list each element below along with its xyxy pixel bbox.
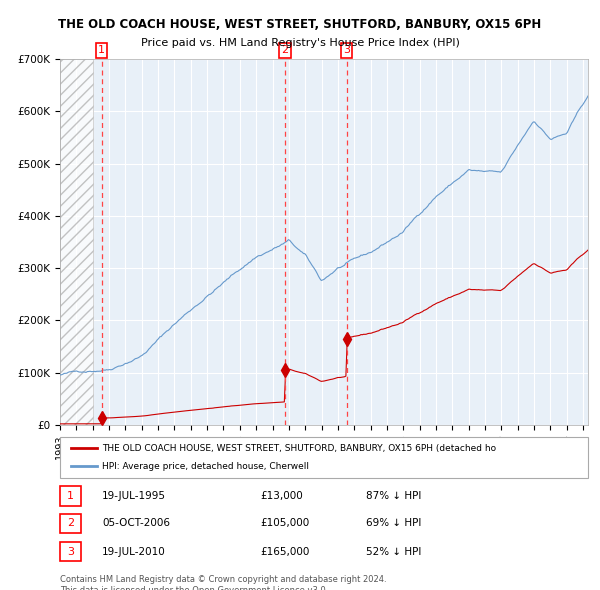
Text: £105,000: £105,000 bbox=[260, 519, 310, 529]
Text: THE OLD COACH HOUSE, WEST STREET, SHUTFORD, BANBURY, OX15 6PH (detached ho: THE OLD COACH HOUSE, WEST STREET, SHUTFO… bbox=[102, 444, 496, 453]
Text: 19-JUL-1995: 19-JUL-1995 bbox=[102, 491, 166, 501]
FancyBboxPatch shape bbox=[60, 437, 588, 478]
Text: 1: 1 bbox=[98, 45, 105, 55]
FancyBboxPatch shape bbox=[60, 542, 81, 562]
Bar bbox=[60, 59, 92, 425]
Text: 3: 3 bbox=[343, 45, 350, 55]
Text: Price paid vs. HM Land Registry's House Price Index (HPI): Price paid vs. HM Land Registry's House … bbox=[140, 38, 460, 48]
FancyBboxPatch shape bbox=[60, 486, 81, 506]
Text: 19-JUL-2010: 19-JUL-2010 bbox=[102, 546, 166, 556]
Text: 52% ↓ HPI: 52% ↓ HPI bbox=[366, 546, 422, 556]
Text: £13,000: £13,000 bbox=[260, 491, 304, 501]
Text: 3: 3 bbox=[67, 546, 74, 556]
Text: 05-OCT-2006: 05-OCT-2006 bbox=[102, 519, 170, 529]
Text: 87% ↓ HPI: 87% ↓ HPI bbox=[366, 491, 422, 501]
Text: Contains HM Land Registry data © Crown copyright and database right 2024.
This d: Contains HM Land Registry data © Crown c… bbox=[60, 575, 386, 590]
Text: 69% ↓ HPI: 69% ↓ HPI bbox=[366, 519, 422, 529]
Text: 2: 2 bbox=[67, 519, 74, 529]
Text: 2: 2 bbox=[281, 45, 289, 55]
Text: THE OLD COACH HOUSE, WEST STREET, SHUTFORD, BANBURY, OX15 6PH: THE OLD COACH HOUSE, WEST STREET, SHUTFO… bbox=[58, 18, 542, 31]
FancyBboxPatch shape bbox=[60, 513, 81, 533]
Text: 1: 1 bbox=[67, 491, 74, 501]
Text: £165,000: £165,000 bbox=[260, 546, 310, 556]
Text: HPI: Average price, detached house, Cherwell: HPI: Average price, detached house, Cher… bbox=[102, 462, 309, 471]
